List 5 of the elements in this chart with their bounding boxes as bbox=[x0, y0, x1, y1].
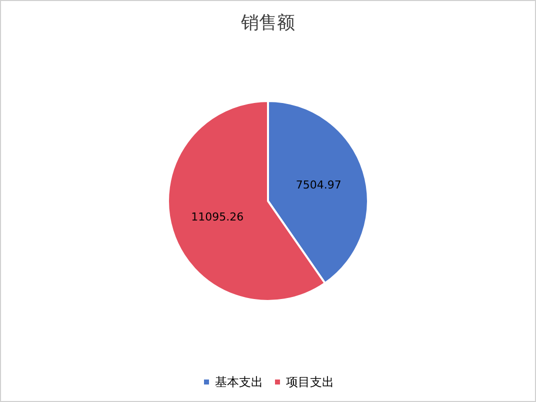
data-label: 7504.97 bbox=[296, 178, 342, 192]
data-label: 11095.26 bbox=[191, 210, 244, 224]
legend-label: 项目支出 bbox=[286, 375, 334, 389]
legend-label: 基本支出 bbox=[215, 375, 263, 389]
chart-title: 销售额 bbox=[240, 12, 295, 34]
